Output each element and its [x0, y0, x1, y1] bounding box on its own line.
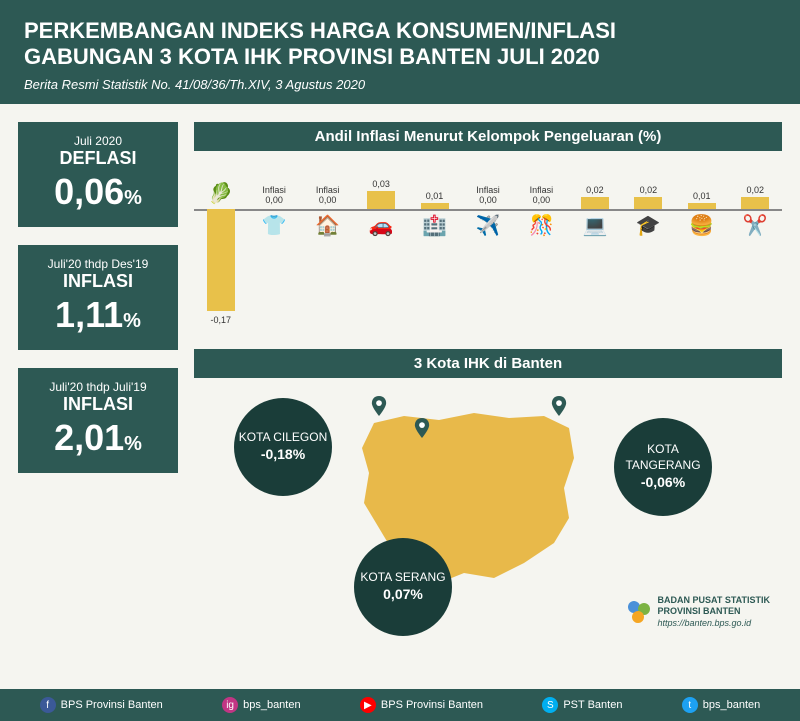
- header: PERKEMBANGAN INDEKS HARGA KONSUMEN/INFLA…: [0, 0, 800, 104]
- bar-column: Inflasi0,00 🏠: [306, 159, 350, 339]
- bar-value-label: -0,17: [210, 315, 231, 325]
- bars-container: -0,17 🥬 Inflasi0,00 👕 Inflasi0,00 🏠 0,03…: [194, 159, 782, 339]
- category-icon: 💻: [582, 213, 607, 238]
- org-name-1: BADAN PUSAT STATISTIK: [658, 595, 771, 607]
- stat-value: 2,01%: [24, 417, 172, 459]
- category-icon: 👕: [262, 213, 287, 238]
- bps-logo-icon: [626, 599, 652, 625]
- social-handle: BPS Provinsi Banten: [381, 699, 483, 711]
- bar-column: -0,17 🥬: [199, 159, 243, 339]
- bar-value-label: 0,02: [640, 185, 658, 195]
- stat-period: Juli'20 thdp Des'19: [24, 257, 172, 271]
- city-name: KOTA TANGERANG: [614, 442, 712, 473]
- title-line-2: GABUNGAN 3 KOTA IHK PROVINSI BANTEN JULI…: [24, 44, 776, 70]
- stat-box: Juli'20 thdp Juli'19 INFLASI 2,01%: [18, 368, 178, 473]
- city-name: KOTA CILEGON: [239, 430, 327, 446]
- footer-social-item[interactable]: ig bps_banten: [222, 697, 301, 713]
- category-icon: 🎊: [529, 213, 554, 238]
- footer: f BPS Provinsi Banten ig bps_banten ▶ BPS Pro…: [0, 689, 800, 721]
- bps-logo: BADAN PUSAT STATISTIK PROVINSI BANTEN ht…: [626, 595, 771, 630]
- stat-label: INFLASI: [24, 394, 172, 415]
- social-handle: PST Banten: [563, 699, 622, 711]
- bar-rect: [581, 197, 609, 209]
- bar-value-label: 0,01: [426, 191, 444, 201]
- city-value: -0,06%: [641, 473, 685, 491]
- bar-value-label: 0,02: [746, 185, 764, 195]
- stat-box: Juli'20 thdp Des'19 INFLASI 1,11%: [18, 245, 178, 350]
- bar-value-label: Inflasi0,00: [530, 185, 554, 205]
- city-name: KOTA SERANG: [360, 570, 445, 586]
- bar-value-label: Inflasi0,00: [476, 185, 500, 205]
- bar-column: Inflasi0,00 🎊: [519, 159, 563, 339]
- bar-value-label: 0,01: [693, 191, 711, 201]
- bar-rect: [688, 203, 716, 209]
- map-pin-icon: [412, 418, 432, 438]
- title-line-1: PERKEMBANGAN INDEKS HARGA KONSUMEN/INFLA…: [24, 18, 776, 44]
- bar-column: Inflasi0,00 👕: [252, 159, 296, 339]
- bar-value-label: Inflasi0,00: [316, 185, 340, 205]
- social-icon: ▶: [360, 697, 376, 713]
- category-icon: 🍔: [689, 213, 714, 238]
- bar-rect: [634, 197, 662, 209]
- social-handle: bps_banten: [243, 699, 301, 711]
- map-area: BADAN PUSAT STATISTIK PROVINSI BANTEN ht…: [194, 378, 782, 638]
- map-pin-icon: [369, 396, 389, 416]
- stat-period: Juli'20 thdp Juli'19: [24, 380, 172, 394]
- bar-chart: -0,17 🥬 Inflasi0,00 👕 Inflasi0,00 🏠 0,03…: [194, 159, 782, 339]
- bar-column: Inflasi0,00 ✈️: [466, 159, 510, 339]
- bar-rect: [741, 197, 769, 209]
- stat-box: Juli 2020 DEFLASI 0,06%: [18, 122, 178, 227]
- city-value: 0,07%: [383, 585, 423, 603]
- footer-social-item[interactable]: ▶ BPS Provinsi Banten: [360, 697, 483, 713]
- city-bubble: KOTA CILEGON-0,18%: [234, 398, 332, 496]
- right-column: Andil Inflasi Menurut Kelompok Pengeluar…: [194, 122, 782, 638]
- stats-column: Juli 2020 DEFLASI 0,06% Juli'20 thdp Des'…: [18, 122, 178, 638]
- stat-period: Juli 2020: [24, 134, 172, 148]
- category-icon: 🏠: [315, 213, 340, 238]
- footer-social-item[interactable]: S PST Banten: [542, 697, 622, 713]
- category-icon: ✂️: [743, 213, 768, 238]
- city-bubble: KOTA TANGERANG-0,06%: [614, 418, 712, 516]
- category-icon: 🏥: [422, 213, 447, 238]
- main-content: Juli 2020 DEFLASI 0,06% Juli'20 thdp Des'…: [0, 104, 800, 638]
- social-handle: BPS Provinsi Banten: [61, 699, 163, 711]
- subtitle: Berita Resmi Statistik No. 41/08/36/Th.X…: [24, 77, 776, 92]
- stat-value: 0,06%: [24, 171, 172, 213]
- bar-column: 0,02 🎓: [626, 159, 670, 339]
- social-icon: t: [682, 697, 698, 713]
- city-value: -0,18%: [261, 445, 305, 463]
- bar-column: 0,03 🚗: [359, 159, 403, 339]
- bar-value-label: Inflasi0,00: [262, 185, 286, 205]
- category-icon: 🚗: [369, 213, 394, 238]
- city-bubble: KOTA SERANG0,07%: [354, 538, 452, 636]
- footer-social-item[interactable]: f BPS Provinsi Banten: [40, 697, 163, 713]
- bar-rect: [207, 209, 235, 311]
- bar-value-label: 0,02: [586, 185, 604, 195]
- footer-social-item[interactable]: t bps_banten: [682, 697, 761, 713]
- map-title: 3 Kota IHK di Banten: [194, 349, 782, 378]
- social-handle: bps_banten: [703, 699, 761, 711]
- chart-title: Andil Inflasi Menurut Kelompok Pengeluar…: [194, 122, 782, 151]
- stat-label: INFLASI: [24, 271, 172, 292]
- category-icon: 🥬: [208, 181, 233, 206]
- category-icon: 🎓: [636, 213, 661, 238]
- category-icon: ✈️: [476, 213, 501, 238]
- bar-rect: [421, 203, 449, 209]
- stat-value: 1,11%: [24, 294, 172, 336]
- bar-column: 0,01 🍔: [680, 159, 724, 339]
- org-url: https://banten.bps.go.id: [658, 618, 771, 630]
- bar-rect: [367, 191, 395, 209]
- bar-column: 0,01 🏥: [413, 159, 457, 339]
- social-icon: S: [542, 697, 558, 713]
- bar-value-label: 0,03: [372, 179, 390, 189]
- bar-column: 0,02 ✂️: [733, 159, 777, 339]
- stat-label: DEFLASI: [24, 148, 172, 169]
- social-icon: ig: [222, 697, 238, 713]
- bar-column: 0,02 💻: [573, 159, 617, 339]
- social-icon: f: [40, 697, 56, 713]
- org-name-2: PROVINSI BANTEN: [658, 606, 771, 618]
- map-pin-icon: [549, 396, 569, 416]
